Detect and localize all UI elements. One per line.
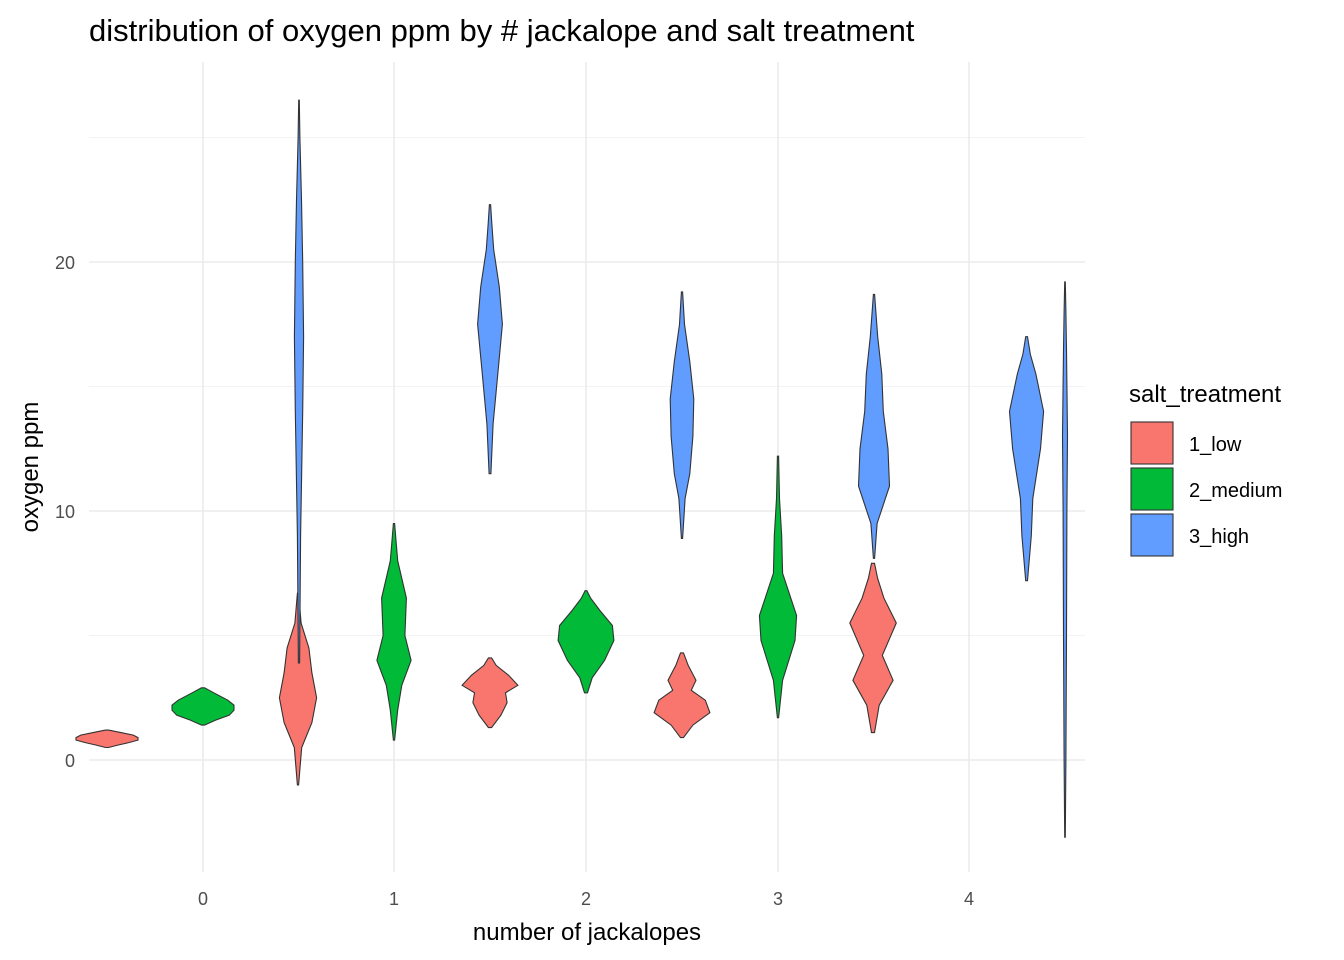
x-tick-label: 2 bbox=[581, 889, 591, 909]
x-tick-label: 1 bbox=[389, 889, 399, 909]
violin-3_high-1 bbox=[477, 204, 503, 475]
y-axis-ticks: 0 10 20 bbox=[55, 253, 75, 771]
chart-title: distribution of oxygen ppm by # jackalop… bbox=[89, 13, 915, 48]
violin-3_high-3 bbox=[857, 293, 891, 559]
violin-1_low-2 bbox=[461, 657, 519, 729]
violin-1_low-0 bbox=[75, 729, 139, 749]
violin-3_high-4.3 bbox=[1008, 336, 1045, 582]
legend-label-2_medium: 2_medium bbox=[1189, 480, 1282, 502]
legend-title: salt_treatment bbox=[1129, 381, 1281, 408]
legend: salt_treatment 1_low 2_medium 3_high bbox=[1129, 381, 1282, 557]
x-axis-title: number of jackalopes bbox=[473, 919, 701, 946]
violin-1_low-3 bbox=[653, 652, 711, 739]
violin-3_high-2 bbox=[669, 291, 695, 539]
y-tick-label: 0 bbox=[65, 751, 75, 771]
x-tick-label: 3 bbox=[773, 889, 783, 909]
violin-2_medium-1 bbox=[376, 522, 412, 741]
violin-1_low-4 bbox=[849, 562, 897, 734]
legend-swatch-1_low bbox=[1130, 421, 1174, 465]
y-tick-label: 20 bbox=[55, 253, 75, 273]
x-tick-label: 4 bbox=[964, 889, 974, 909]
violin-2_medium-2 bbox=[557, 590, 615, 694]
y-axis-title: oxygen ppm bbox=[17, 402, 44, 533]
violin-2_medium-0 bbox=[171, 687, 235, 726]
legend-swatch-3_high bbox=[1130, 513, 1174, 557]
legend-swatch-2_medium bbox=[1130, 467, 1174, 511]
legend-label-1_low: 1_low bbox=[1189, 434, 1242, 456]
y-tick-label: 10 bbox=[55, 502, 75, 522]
grid bbox=[89, 62, 1085, 872]
x-tick-label: 0 bbox=[198, 889, 208, 909]
legend-label-3_high: 3_high bbox=[1189, 526, 1249, 548]
violin-2_medium-3 bbox=[758, 455, 798, 719]
violin-3_high-4 bbox=[1061, 281, 1069, 838]
x-axis-ticks: 0 1 2 3 4 bbox=[198, 889, 974, 909]
violin-3_high-0 bbox=[293, 99, 305, 664]
violins bbox=[75, 99, 1069, 838]
